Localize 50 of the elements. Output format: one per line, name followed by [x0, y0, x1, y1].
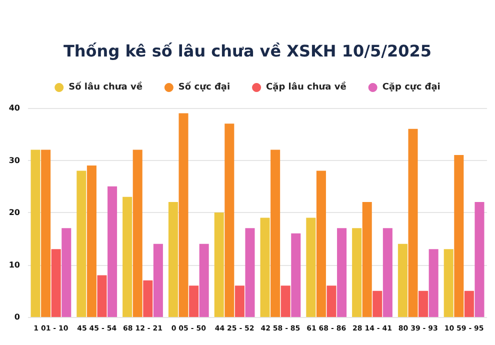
bar	[362, 202, 372, 317]
bar	[224, 124, 234, 317]
bar	[260, 218, 270, 317]
bar	[97, 275, 107, 317]
y-tick-label: 40	[8, 104, 20, 112]
bar	[30, 150, 40, 317]
bar	[245, 228, 255, 317]
chart-title: Thống kê số lâu chưa về XSKH 10/5/2025	[64, 42, 432, 60]
legend-label: Số cực đại	[178, 82, 230, 92]
bar	[214, 212, 224, 317]
bar	[199, 244, 209, 317]
bar	[153, 244, 163, 317]
bar	[372, 290, 382, 317]
bar	[428, 249, 438, 317]
bar	[189, 286, 199, 317]
y-tick-label: 0	[14, 312, 20, 322]
bar	[234, 286, 244, 317]
bar	[108, 186, 118, 317]
bar	[280, 286, 290, 317]
bar	[326, 286, 336, 317]
bar	[132, 150, 142, 317]
bar	[337, 228, 347, 317]
y-tick-label: 30	[8, 156, 20, 165]
bar	[306, 218, 316, 317]
bar	[86, 165, 96, 317]
bar	[76, 170, 86, 317]
y-tick-label: 10	[8, 260, 20, 270]
bar	[464, 290, 474, 317]
bar	[444, 249, 454, 317]
bar	[316, 170, 326, 317]
bar	[62, 228, 72, 317]
bar	[41, 150, 51, 317]
bar	[291, 233, 301, 317]
bar	[122, 196, 132, 317]
legend-label: Số lâu chưa về	[68, 82, 142, 92]
bar	[270, 150, 280, 317]
legend-label: Cặp lâu chưa về	[266, 82, 346, 92]
bar	[474, 202, 484, 317]
bar	[398, 244, 408, 317]
bar	[51, 249, 61, 317]
bar	[143, 280, 153, 317]
bar	[168, 202, 178, 317]
bar	[178, 113, 188, 317]
bar	[352, 228, 362, 317]
bar	[408, 128, 418, 317]
bar	[382, 228, 392, 317]
bar	[418, 290, 428, 317]
legend-label: Cặp cực đại	[382, 82, 440, 92]
y-tick-label: 20	[8, 208, 20, 217]
bar	[454, 155, 464, 317]
